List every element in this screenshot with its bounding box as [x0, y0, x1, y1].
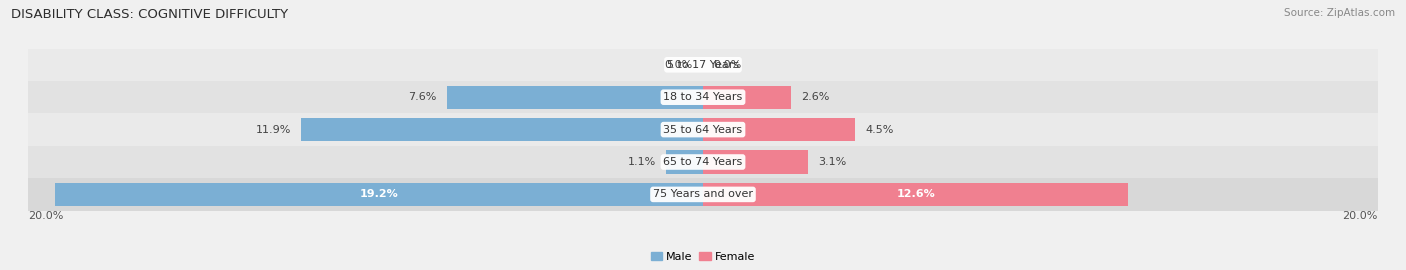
Text: 4.5%: 4.5%: [865, 124, 893, 135]
Text: 0.0%: 0.0%: [665, 60, 693, 70]
Text: 75 Years and over: 75 Years and over: [652, 189, 754, 200]
Text: 65 to 74 Years: 65 to 74 Years: [664, 157, 742, 167]
Text: DISABILITY CLASS: COGNITIVE DIFFICULTY: DISABILITY CLASS: COGNITIVE DIFFICULTY: [11, 8, 288, 21]
Text: 7.6%: 7.6%: [408, 92, 436, 102]
Bar: [703, 150, 807, 174]
Text: 0.0%: 0.0%: [713, 60, 741, 70]
Text: Source: ZipAtlas.com: Source: ZipAtlas.com: [1284, 8, 1395, 18]
Bar: [703, 183, 1128, 206]
Text: 3.1%: 3.1%: [818, 157, 846, 167]
Text: 20.0%: 20.0%: [1343, 211, 1378, 221]
Text: 11.9%: 11.9%: [256, 124, 291, 135]
Text: 19.2%: 19.2%: [360, 189, 398, 200]
Bar: [28, 49, 1378, 81]
Bar: [703, 118, 855, 141]
Text: 2.6%: 2.6%: [801, 92, 830, 102]
Text: 18 to 34 Years: 18 to 34 Years: [664, 92, 742, 102]
Bar: [666, 150, 703, 174]
Legend: Male, Female: Male, Female: [651, 252, 755, 262]
Bar: [28, 178, 1378, 211]
Text: 1.1%: 1.1%: [627, 157, 655, 167]
Bar: [28, 146, 1378, 178]
Text: 20.0%: 20.0%: [28, 211, 63, 221]
Bar: [301, 118, 703, 141]
Text: 35 to 64 Years: 35 to 64 Years: [664, 124, 742, 135]
Bar: [28, 81, 1378, 113]
Text: 5 to 17 Years: 5 to 17 Years: [666, 60, 740, 70]
Bar: [703, 86, 790, 109]
Text: 12.6%: 12.6%: [896, 189, 935, 200]
Bar: [447, 86, 703, 109]
Bar: [55, 183, 703, 206]
Bar: [28, 113, 1378, 146]
